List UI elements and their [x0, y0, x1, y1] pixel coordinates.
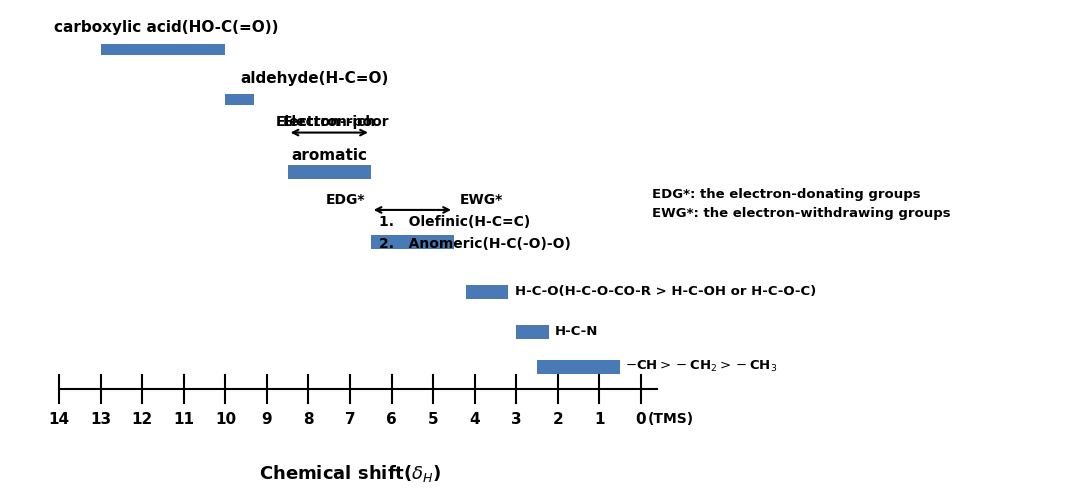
- Bar: [288, 165, 370, 179]
- Bar: [537, 360, 620, 374]
- Text: H-C-N: H-C-N: [555, 325, 598, 338]
- Bar: [101, 44, 225, 55]
- Text: aromatic: aromatic: [291, 148, 367, 163]
- Text: 5: 5: [428, 412, 438, 427]
- Text: EDG*: EDG*: [326, 194, 365, 208]
- Bar: [225, 94, 254, 105]
- Text: 4: 4: [470, 412, 480, 427]
- Text: 10: 10: [214, 412, 236, 427]
- Text: H-C-O(H-C-O-CO-R > H-C-OH or H-C-O-C): H-C-O(H-C-O-CO-R > H-C-OH or H-C-O-C): [515, 285, 816, 298]
- Text: 13: 13: [90, 412, 111, 427]
- Text: 14: 14: [48, 412, 70, 427]
- Text: (TMS): (TMS): [647, 412, 694, 426]
- Text: $-$CH$>-$CH$_2$$>-$CH$_3$: $-$CH$>-$CH$_2$$>-$CH$_3$: [626, 359, 778, 374]
- Text: Chemical shift($\delta_H$): Chemical shift($\delta_H$): [258, 463, 442, 484]
- Text: aldehyde(H-C=O): aldehyde(H-C=O): [240, 71, 389, 86]
- Text: 2: 2: [553, 412, 563, 427]
- Text: 1.   Olefinic(H-C=C): 1. Olefinic(H-C=C): [379, 215, 530, 229]
- Text: 6: 6: [387, 412, 397, 427]
- Text: Electron-poor: Electron-poor: [282, 115, 389, 129]
- Text: 7: 7: [345, 412, 355, 427]
- Text: 2.   Anomeric(H-C(-O)-O): 2. Anomeric(H-C(-O)-O): [379, 238, 571, 251]
- Text: EWG*: the electron-withdrawing groups: EWG*: the electron-withdrawing groups: [652, 207, 950, 220]
- Text: 1: 1: [595, 412, 604, 427]
- Text: Electron-rich: Electron-rich: [276, 115, 376, 129]
- Text: EWG*: EWG*: [459, 194, 503, 208]
- Text: 12: 12: [131, 412, 153, 427]
- Bar: [516, 325, 549, 339]
- Bar: [466, 285, 508, 299]
- Text: 3: 3: [510, 412, 521, 427]
- Bar: [370, 235, 453, 249]
- Text: 0: 0: [635, 412, 646, 427]
- Text: carboxylic acid(HO-C(=O)): carboxylic acid(HO-C(=O)): [54, 20, 278, 35]
- Text: 9: 9: [262, 412, 272, 427]
- Text: 8: 8: [303, 412, 313, 427]
- Text: EDG*: the electron-donating groups: EDG*: the electron-donating groups: [652, 188, 920, 201]
- Text: 11: 11: [173, 412, 194, 427]
